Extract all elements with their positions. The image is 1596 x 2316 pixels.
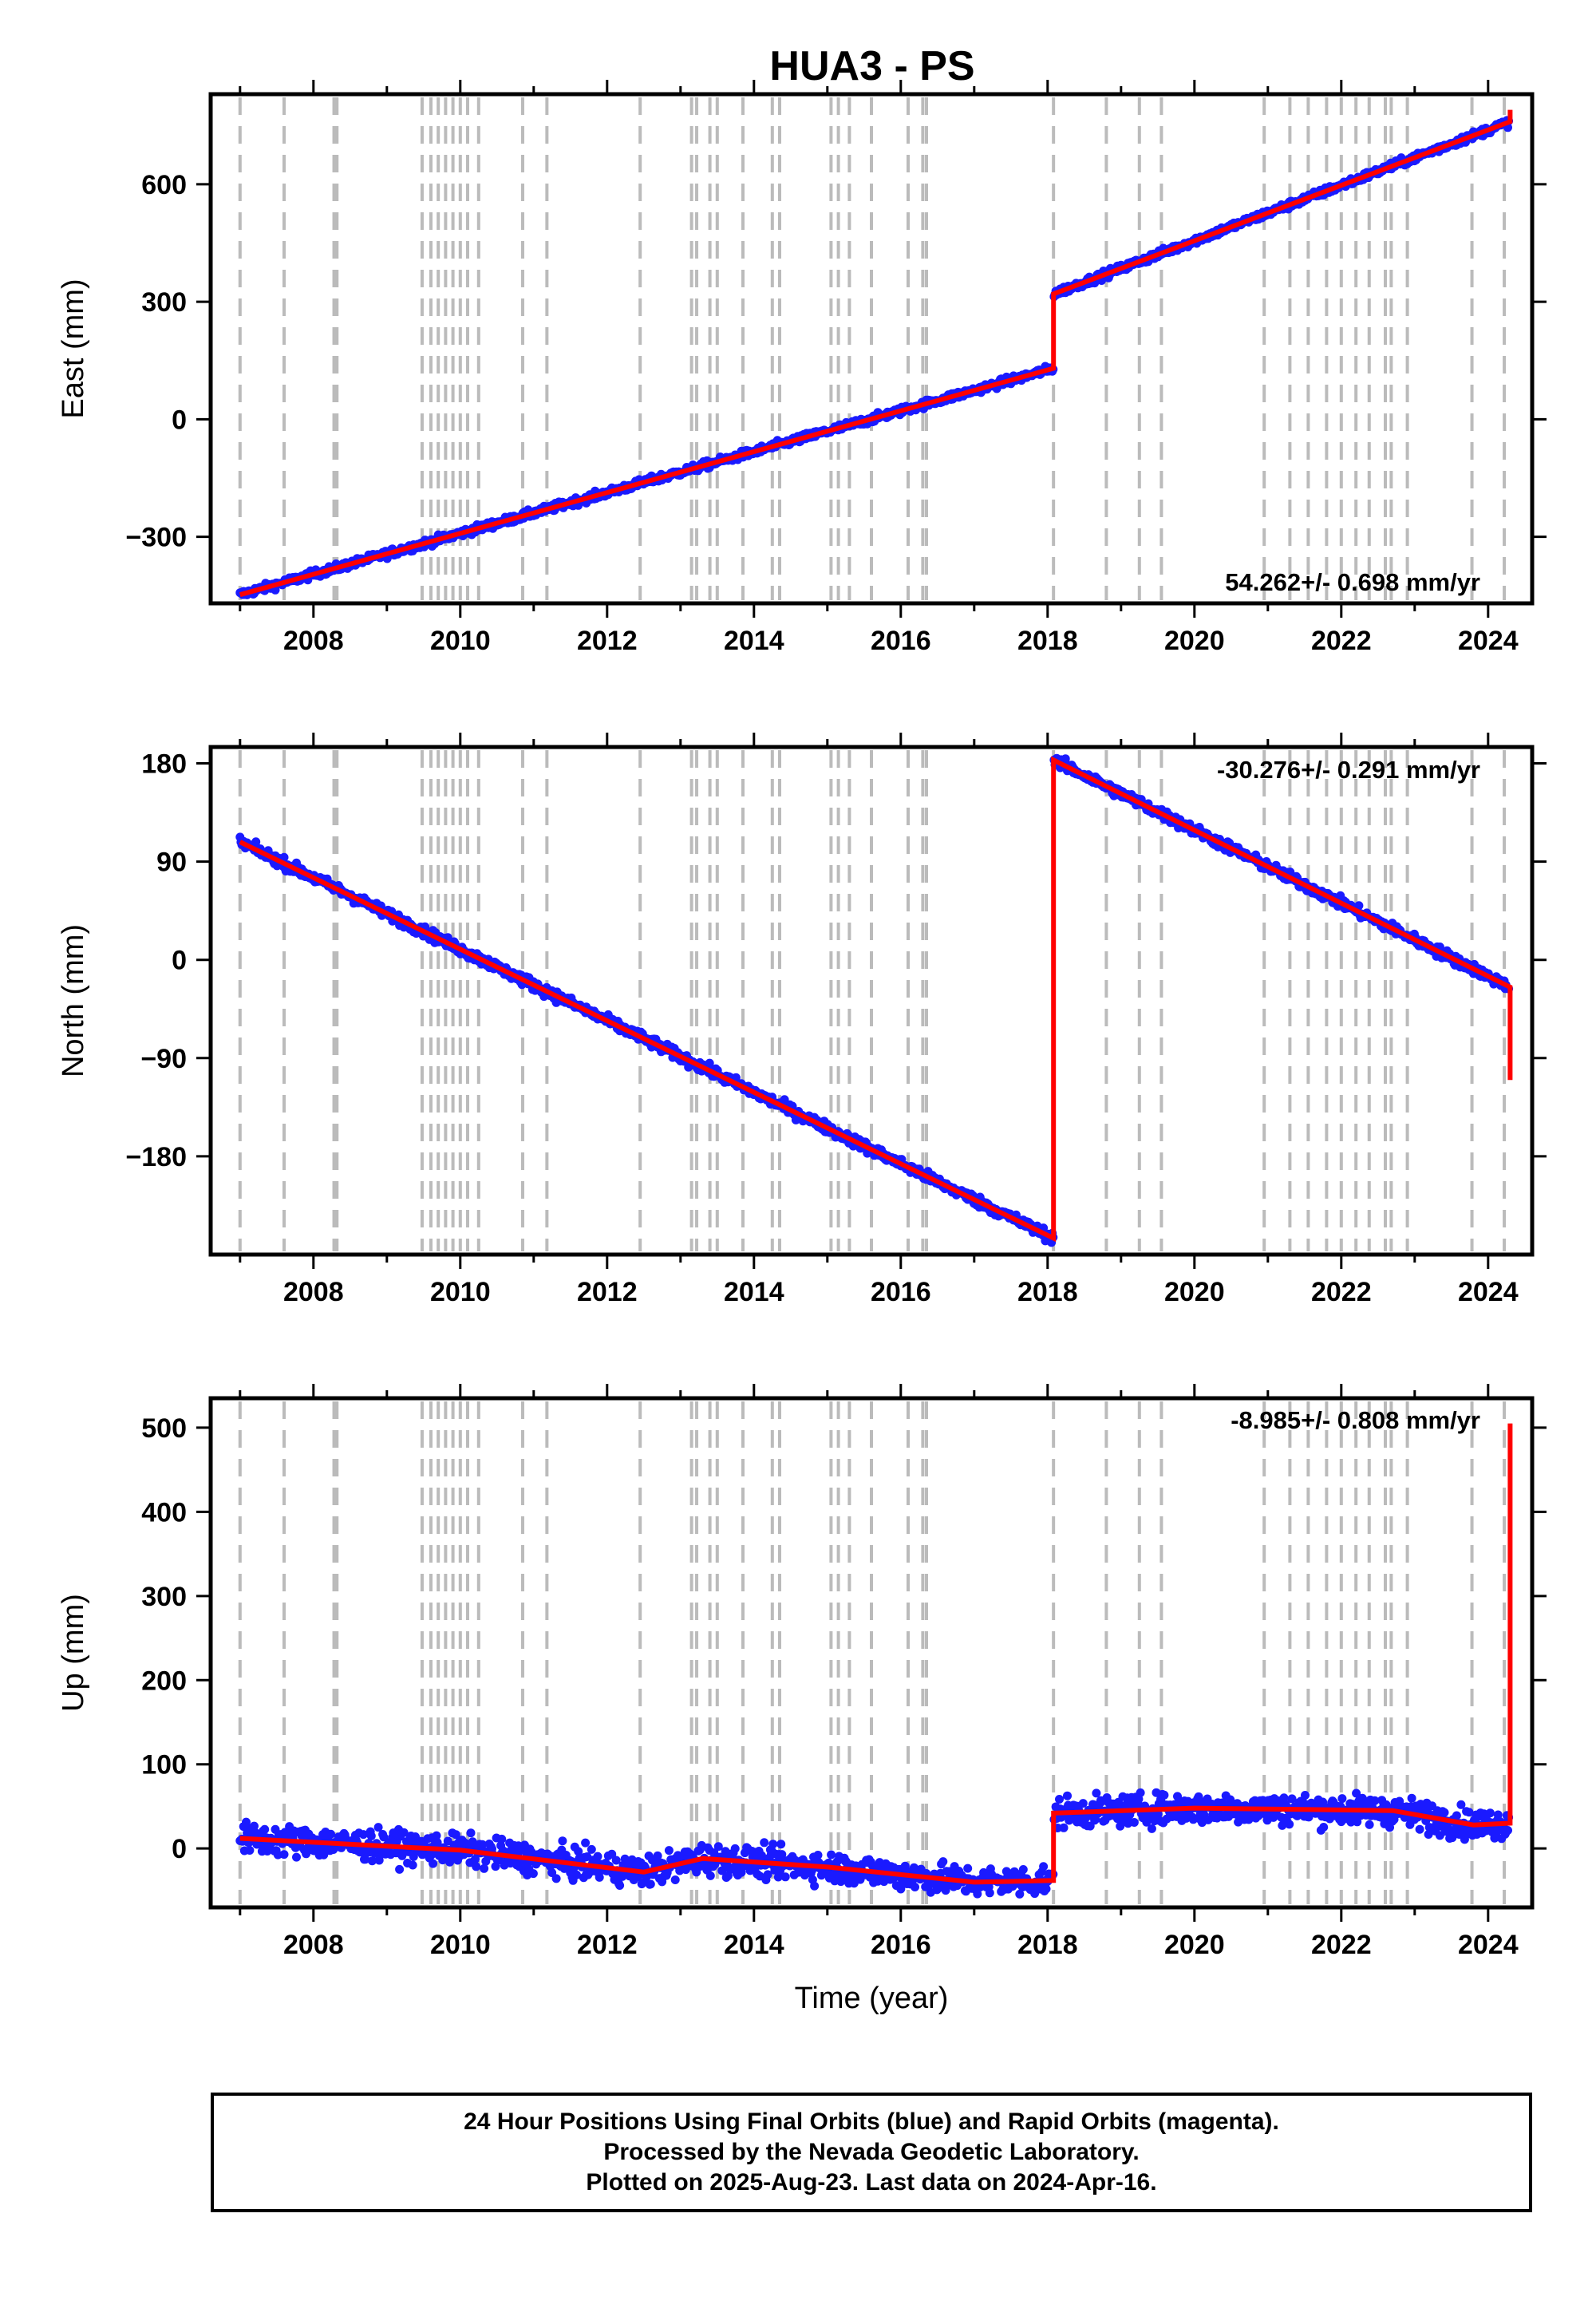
- x-tick-label: 2020: [1164, 1277, 1225, 1307]
- north-panel: 2008 2010 2012 2014 2016 2018 2020 2022 2024 180 9…: [57, 733, 1547, 1307]
- x-tick-label: 2010: [430, 1277, 491, 1307]
- y-tick-label: 200: [141, 1666, 187, 1696]
- x-tick-label: 2014: [724, 1930, 784, 1960]
- footer-line-3: Plotted on 2025-Aug-23. Last data on 202…: [586, 2169, 1157, 2195]
- y-tick-label: 500: [141, 1413, 187, 1444]
- x-tick-label: 2012: [577, 1930, 638, 1960]
- velocity-rate-label: -30.276+/- 0.291 mm/yr: [1217, 756, 1480, 784]
- y-tick-label: 600: [141, 170, 187, 200]
- east-panel: 2008 2010 2012 2014 2016 2018 2020 2022 2024 600 3…: [57, 80, 1547, 656]
- footer-line-1: 24 Hour Positions Using Final Orbits (bl…: [464, 2109, 1279, 2135]
- x-tick-label: 2020: [1164, 626, 1225, 656]
- x-axis-label: Time (year): [795, 1982, 949, 2015]
- x-tick-label: 2010: [430, 626, 491, 656]
- x-tick-label: 2010: [430, 1930, 491, 1960]
- y-tick-label: −180: [125, 1142, 187, 1172]
- up-panel: 2008 2010 2012 2014 2016 2018 2020 2022 2024 500 4…: [57, 1384, 1547, 1960]
- y-tick-label: 180: [141, 749, 187, 780]
- x-tick-label: 2024: [1458, 626, 1519, 656]
- x-tick-label: 2022: [1311, 1930, 1372, 1960]
- x-tick-label: 2024: [1458, 1277, 1519, 1307]
- y-tick-label: 0: [172, 946, 187, 976]
- x-tick-label: 2016: [871, 1930, 931, 1960]
- chart-title: HUA3 - PS: [769, 43, 974, 89]
- x-tick-label: 2018: [1017, 626, 1078, 656]
- velocity-rate-label: 54.262+/- 0.698 mm/yr: [1225, 568, 1480, 596]
- x-tick-label: 2016: [871, 1277, 931, 1307]
- velocity-rate-label: -8.985+/- 0.808 mm/yr: [1231, 1406, 1480, 1434]
- plot-frame: [208, 1396, 1535, 1910]
- x-tick-label: 2018: [1017, 1277, 1078, 1307]
- x-tick-label: 2014: [724, 1277, 784, 1307]
- x-tick-label: 2016: [871, 626, 931, 656]
- y-tick-label: 100: [141, 1750, 187, 1780]
- x-tick-label: 2008: [283, 1277, 344, 1307]
- x-tick-label: 2008: [283, 1930, 344, 1960]
- y-axis-label: East (mm): [57, 279, 90, 418]
- y-tick-label: 300: [141, 1582, 187, 1612]
- y-tick-label: 90: [156, 848, 187, 878]
- x-tick-label: 2012: [577, 1277, 638, 1307]
- y-axis-label: North (mm): [57, 924, 90, 1077]
- x-tick-label: 2018: [1017, 1930, 1078, 1960]
- model-line: [239, 109, 1513, 598]
- model-line: [239, 756, 1513, 1243]
- x-tick-label: 2012: [577, 626, 638, 656]
- y-tick-label: −300: [125, 523, 187, 553]
- x-tick-label: 2024: [1458, 1930, 1519, 1960]
- model-line: [239, 1423, 1513, 1885]
- plot-frame: [208, 92, 1535, 606]
- processing-info-box: 24 Hour Positions Using Final Orbits (bl…: [211, 2093, 1532, 2212]
- y-tick-label: 0: [172, 1834, 187, 1864]
- plot-frame: [208, 745, 1535, 1257]
- y-tick-label: 400: [141, 1497, 187, 1528]
- y-tick-label: −90: [140, 1044, 187, 1074]
- y-axis-label: Up (mm): [57, 1594, 90, 1712]
- x-tick-label: 2020: [1164, 1930, 1225, 1960]
- y-tick-label: 0: [172, 405, 187, 435]
- x-tick-label: 2008: [283, 626, 344, 656]
- footer-line-2: Processed by the Nevada Geodetic Laborat…: [603, 2139, 1140, 2165]
- x-tick-label: 2022: [1311, 1277, 1372, 1307]
- x-tick-label: 2014: [724, 626, 784, 656]
- y-tick-label: 300: [141, 287, 187, 318]
- x-tick-label: 2022: [1311, 626, 1372, 656]
